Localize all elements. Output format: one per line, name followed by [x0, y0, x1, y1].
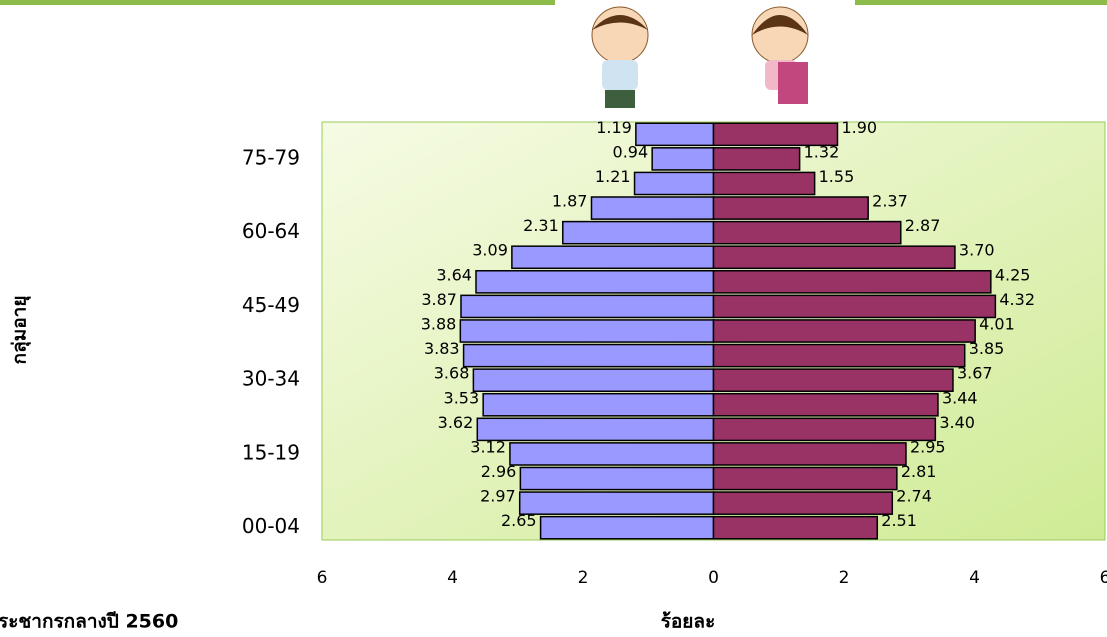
data-label: 1.32 [804, 142, 840, 161]
data-label: 3.85 [969, 339, 1005, 358]
bar [712, 466, 898, 491]
bar [539, 515, 715, 540]
data-label: 1.21 [595, 167, 631, 186]
data-label: 2.31 [523, 216, 559, 235]
data-label: 2.96 [481, 462, 517, 481]
y-tick-label: 00-04 [242, 514, 300, 538]
boy-figure [591, 6, 649, 108]
bar [712, 220, 902, 245]
bar [472, 368, 715, 392]
bar [712, 122, 839, 147]
bar [482, 392, 715, 417]
x-tick-label: 2 [578, 568, 589, 588]
bar [712, 319, 976, 343]
bar [519, 466, 715, 491]
y-axis-title: กลุ่มอายุ [9, 296, 32, 365]
data-label: 3.70 [959, 241, 995, 260]
data-label: 3.88 [421, 315, 457, 334]
bar [712, 491, 894, 515]
data-label: 3.12 [470, 437, 506, 456]
data-label: 3.62 [438, 413, 474, 432]
y-tick-label: 45-49 [242, 293, 300, 317]
bar [712, 270, 992, 294]
data-label: 4.32 [999, 290, 1035, 309]
data-label: 3.09 [472, 241, 508, 260]
data-label: 3.83 [424, 339, 460, 358]
bar [633, 171, 715, 196]
bar [635, 122, 715, 147]
bar [462, 343, 715, 368]
data-label: 2.65 [501, 511, 537, 530]
data-label: 2.81 [901, 462, 937, 481]
data-label: 2.74 [896, 487, 932, 506]
x-tick-label: 6 [1100, 568, 1107, 588]
top-stripe [0, 0, 555, 5]
data-label: 3.53 [444, 388, 480, 407]
y-tick-label: 30-34 [242, 367, 300, 391]
x-tick-label: 0 [708, 568, 719, 588]
bar [590, 196, 715, 220]
data-label: 2.95 [910, 437, 946, 456]
data-label: 2.97 [480, 487, 516, 506]
bar [712, 392, 939, 417]
girl-figure [751, 6, 809, 104]
bar [509, 442, 715, 466]
x-tick-label: 4 [447, 568, 458, 588]
bar [712, 368, 954, 392]
y-tick-label: 75-79 [242, 145, 300, 169]
data-label: 2.87 [905, 216, 941, 235]
x-axis-title: ร้อยละ [661, 611, 716, 633]
bar [712, 294, 997, 319]
data-label: 1.55 [819, 167, 855, 186]
data-label: 3.67 [957, 364, 993, 383]
bar [562, 220, 715, 245]
data-label: 1.90 [841, 118, 877, 137]
bar [712, 171, 816, 196]
y-tick-label: 60-64 [242, 219, 300, 243]
bar [511, 245, 715, 270]
data-label: 1.87 [552, 192, 588, 211]
bar [651, 147, 715, 171]
bar [518, 491, 715, 515]
data-label: 4.25 [995, 265, 1031, 284]
bar [475, 270, 715, 294]
bar [460, 294, 715, 319]
x-tick-label: 6 [317, 568, 328, 588]
bar [712, 147, 801, 171]
data-label: 3.64 [436, 265, 472, 284]
bar [712, 417, 937, 442]
bar [712, 515, 879, 540]
y-tick-label: 15-19 [242, 440, 300, 464]
x-tick-label: 2 [839, 568, 850, 588]
data-label: 2.51 [881, 511, 917, 530]
data-label: 3.44 [942, 388, 978, 407]
data-label: 2.37 [872, 192, 908, 211]
data-label: 3.68 [434, 364, 470, 383]
data-label: 3.40 [939, 413, 975, 432]
data-label: 4.01 [979, 315, 1015, 334]
top-stripe [855, 0, 1107, 5]
bar [476, 417, 715, 442]
data-label: 0.94 [613, 142, 649, 161]
bar [459, 319, 715, 343]
bar [712, 343, 966, 368]
data-label: 1.19 [596, 118, 632, 137]
bar [712, 196, 869, 220]
data-label: 3.87 [421, 290, 457, 309]
bar [712, 442, 907, 466]
x-tick-label: 4 [969, 568, 980, 588]
footnote: ระชากรกลางปี 2560 [0, 611, 178, 633]
bar [712, 245, 956, 270]
